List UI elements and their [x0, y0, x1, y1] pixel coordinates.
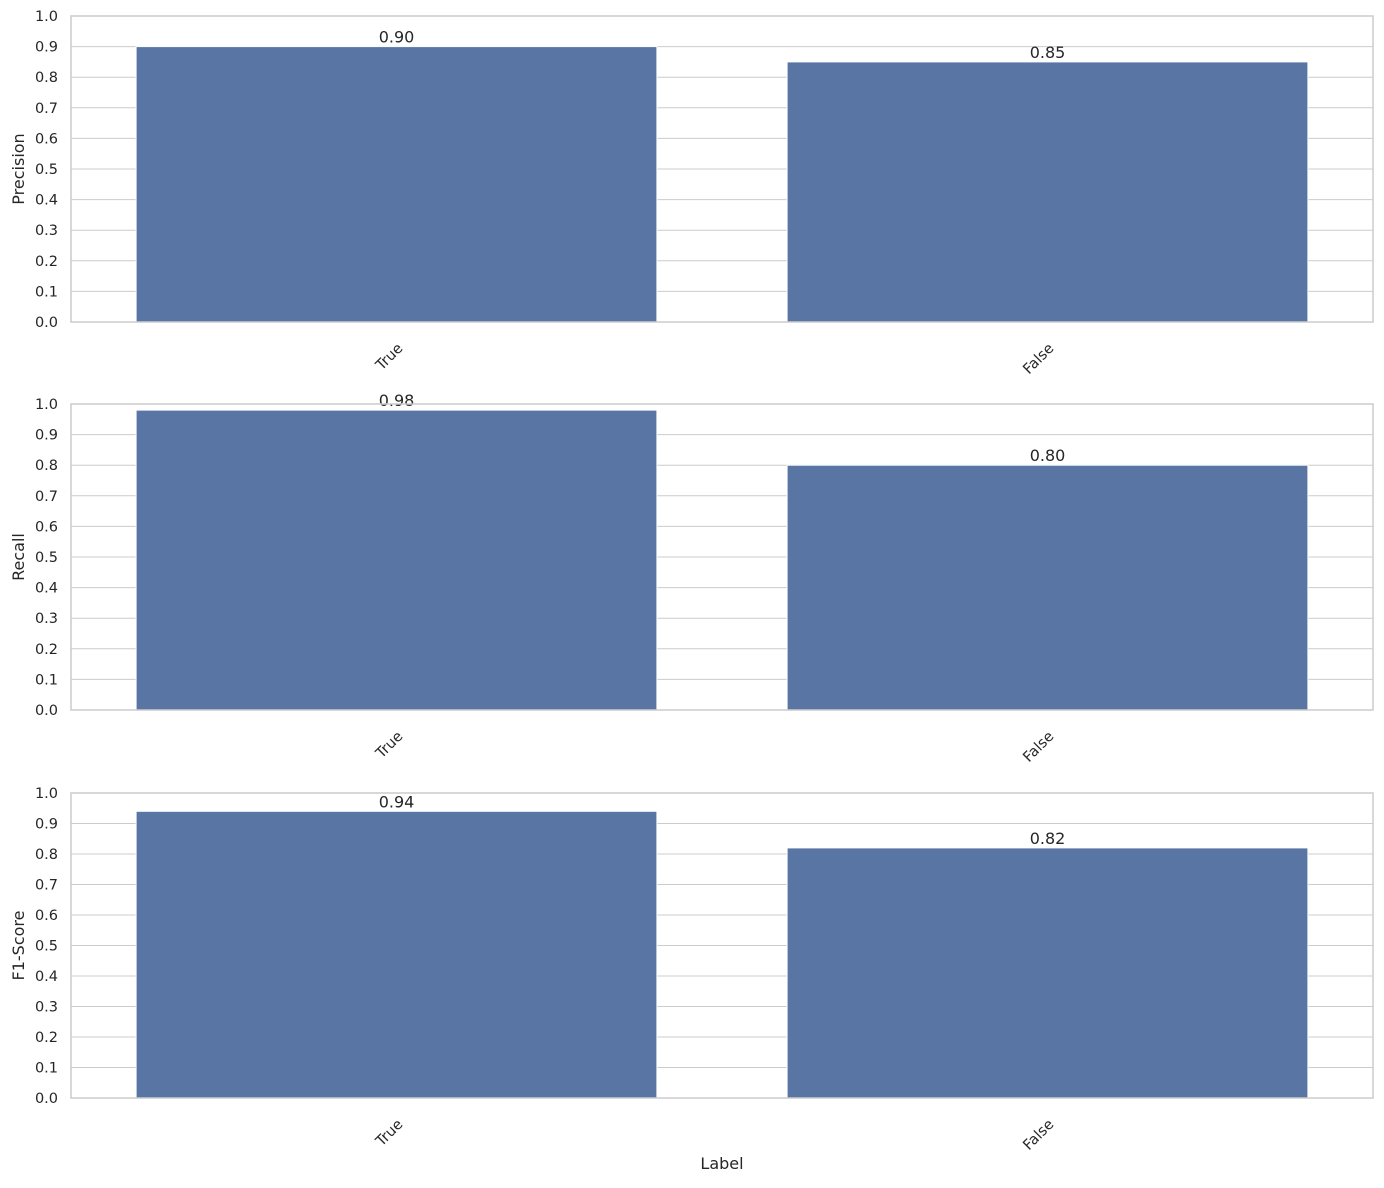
y-tick-label: 0.1: [35, 284, 58, 300]
subplot-precision: 0.0 0.1 0.2 0.3 0.4 0.5 0.6 0.7 0.8 0.9 1.0 0.90 Tru…: [9, 9, 1374, 378]
bar-value-label: 0.94: [379, 792, 415, 811]
x-tick-label: False: [1020, 729, 1057, 766]
bar-value-label: 0.98: [379, 391, 415, 410]
y-axis-label: Recall: [9, 533, 28, 581]
bar-value-label: 0.80: [1030, 446, 1066, 465]
y-tick-label: 0.6: [35, 908, 58, 924]
y-tick-label: 1.0: [35, 786, 58, 802]
y-tick-label: 0.8: [35, 458, 58, 474]
bar-false: [786, 847, 1309, 1099]
y-tick-label: 0.1: [35, 1061, 58, 1077]
y-axis-label: Precision: [9, 133, 28, 204]
y-tick-label: 0.4: [35, 969, 58, 985]
y-tick-label: 0.4: [35, 581, 58, 597]
x-tick-label: True: [373, 729, 407, 763]
y-tick-label: 0.7: [35, 101, 58, 117]
axes-frame: [70, 403, 1374, 711]
y-tick-label: 0.9: [35, 428, 58, 444]
y-tick-label: 0.6: [35, 519, 58, 535]
y-tick-label: 0.8: [35, 847, 58, 863]
x-tick-label: False: [1020, 341, 1057, 378]
y-axis-label: F1-Score: [9, 911, 28, 981]
bar-true: [135, 810, 658, 1099]
subplot-recall: 0.0 0.1 0.2 0.3 0.4 0.5 0.6 0.7 0.8 0.9 1.0 0.98 Tru…: [9, 391, 1374, 766]
bar-value-label: 0.82: [1030, 829, 1066, 848]
subplot-f1-score: 0.0 0.1 0.2 0.3 0.4 0.5 0.6 0.7 0.8 0.9 1.0 0.94 Tru…: [9, 786, 1374, 1173]
bar-false: [786, 464, 1309, 711]
axes-frame: [70, 15, 1374, 323]
y-tick-label: 0.1: [35, 672, 58, 688]
y-tick-label: 0.3: [35, 223, 58, 239]
y-tick-label: 0.5: [35, 550, 58, 566]
y-tick-label: 0.0: [35, 703, 58, 719]
y-tick-label: 0.5: [35, 162, 58, 178]
y-tick-label: 0.7: [35, 878, 58, 894]
x-tick-label: False: [1020, 1117, 1057, 1154]
axes-frame: [70, 792, 1374, 1099]
y-tick-label: 0.7: [35, 489, 58, 505]
y-tick-label: 0.9: [35, 817, 58, 833]
bar-false: [786, 61, 1309, 323]
y-tick-label: 0.3: [35, 611, 58, 627]
y-tick-label: 0.8: [35, 70, 58, 86]
y-tick-label: 1.0: [35, 9, 58, 25]
x-tick-label: True: [373, 341, 407, 375]
y-tick-label: 0.6: [35, 131, 58, 147]
y-tick-label: 0.5: [35, 939, 58, 955]
bar-true: [135, 46, 658, 323]
y-tick-label: 1.0: [35, 397, 58, 413]
y-tick-label: 0.2: [35, 642, 58, 658]
y-tick-label: 0.0: [35, 315, 58, 331]
y-tick-label: 0.9: [35, 40, 58, 56]
bar-value-label: 0.85: [1030, 43, 1066, 62]
x-axis-label: Label: [700, 1154, 743, 1173]
y-tick-label: 0.0: [35, 1091, 58, 1107]
y-tick-label: 0.2: [35, 254, 58, 270]
y-tick-label: 0.4: [35, 193, 58, 209]
y-tick-label: 0.2: [35, 1030, 58, 1046]
x-tick-label: True: [373, 1117, 407, 1151]
bar-true: [135, 409, 658, 711]
y-tick-label: 0.3: [35, 1000, 58, 1016]
bar-value-label: 0.90: [379, 28, 415, 47]
